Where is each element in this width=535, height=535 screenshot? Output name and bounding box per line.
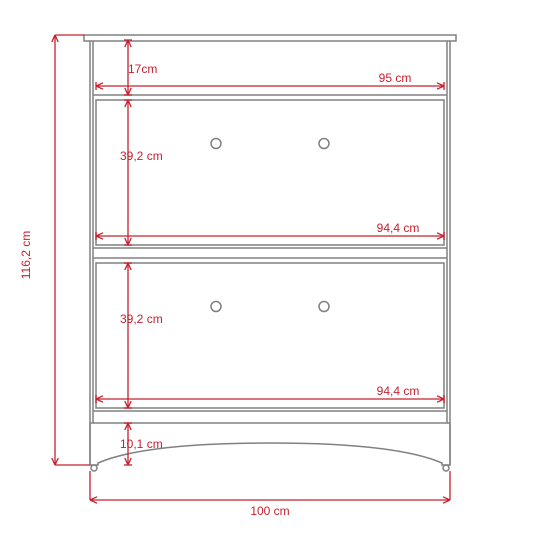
dim-overall-width: 100 cm	[90, 471, 450, 518]
cabinet-outline	[84, 35, 456, 471]
svg-text:39,2 cm: 39,2 cm	[120, 149, 163, 163]
dim-drawer2-h: 39,2 cm	[120, 263, 163, 408]
dim-drawer1-w: 94,4 cm	[96, 221, 444, 240]
svg-text:17cm: 17cm	[128, 62, 157, 76]
svg-text:94,4 cm: 94,4 cm	[377, 384, 420, 398]
dim-drawer2-w: 94,4 cm	[96, 384, 444, 403]
svg-text:10,1 cm: 10,1 cm	[120, 437, 163, 451]
diagram-canvas: 116,2 cm 100 cm 17cm 95 cm 39,2 cm 94,4 cm 39,…	[0, 0, 535, 535]
svg-text:95 cm: 95 cm	[379, 71, 412, 85]
svg-text:39,2 cm: 39,2 cm	[120, 312, 163, 326]
svg-text:100 cm: 100 cm	[250, 504, 289, 518]
svg-text:116,2 cm: 116,2 cm	[19, 231, 33, 279]
dim-top-shelf-h: 17cm	[124, 40, 157, 95]
svg-text:94,4 cm: 94,4 cm	[377, 221, 420, 235]
dim-drawer1-h: 39,2 cm	[120, 100, 163, 245]
dim-overall-height: 116,2 cm	[19, 35, 90, 465]
dim-base-h: 10,1 cm	[120, 423, 163, 465]
